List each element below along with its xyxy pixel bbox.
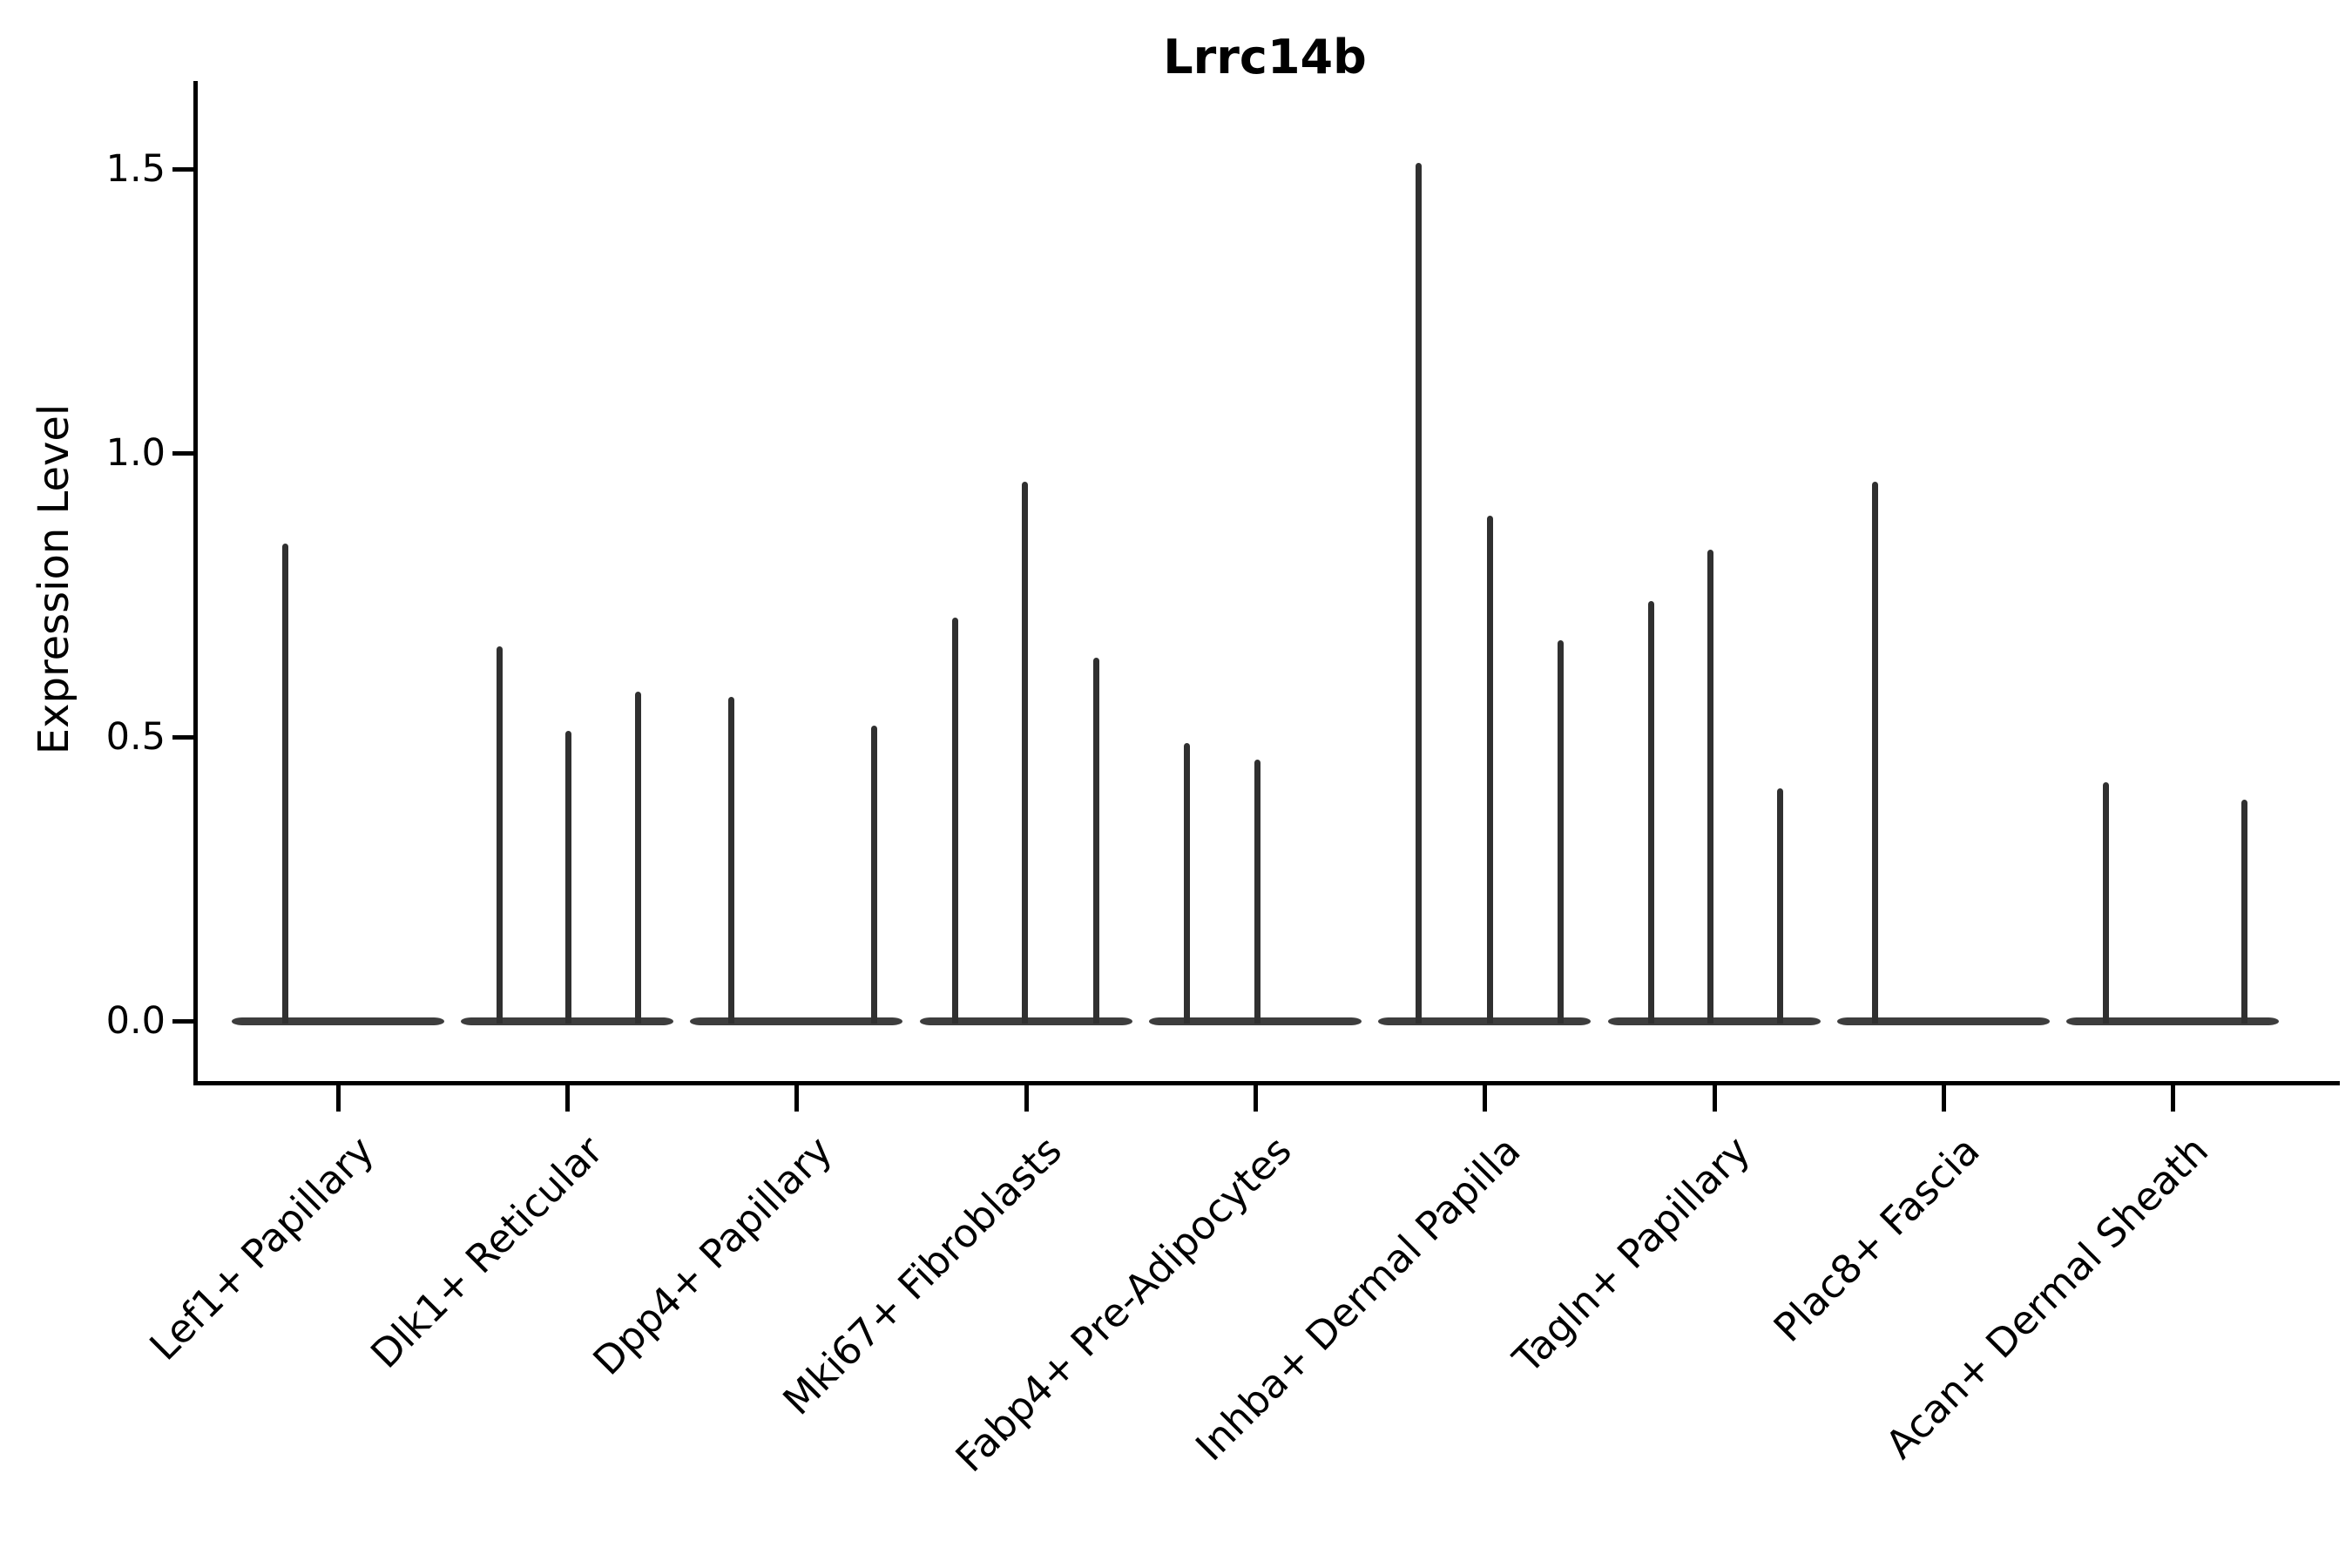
violin-spike (281, 544, 288, 1024)
violin-spike (1486, 515, 1493, 1024)
x-tick-mark (1253, 1085, 1258, 1112)
y-tick-mark (172, 166, 193, 172)
x-tick-label: Dlk1+ Reticular (362, 1127, 612, 1377)
y-tick-label: 1.0 (105, 431, 166, 475)
violin-spike (1647, 600, 1654, 1024)
x-tick-mark (1712, 1085, 1717, 1112)
x-axis-spine (193, 1081, 2340, 1085)
violin-spike (2240, 799, 2247, 1024)
x-tick-mark (335, 1085, 341, 1112)
violin-spike (564, 731, 571, 1024)
chart-title: Lrrc14b (1163, 30, 1367, 84)
violin-spike (1415, 163, 1422, 1024)
x-tick-label: Plac8+ Fascia (1764, 1127, 1989, 1351)
x-tick-mark (2170, 1085, 2175, 1112)
violin-baseline (1837, 1017, 2050, 1025)
violin-spike (1871, 481, 1878, 1024)
violin-baseline (690, 1017, 902, 1025)
y-tick-mark (172, 450, 193, 456)
violin-spike (1092, 657, 1099, 1024)
y-tick-label: 1.5 (105, 147, 166, 191)
violin-baseline (1378, 1017, 1591, 1025)
violin-spike (2102, 782, 2109, 1024)
violin-spike (1021, 481, 1028, 1024)
violin-spike (870, 725, 877, 1024)
x-tick-mark (794, 1085, 799, 1112)
violin-spike (1776, 787, 1783, 1024)
violin-baseline (1608, 1017, 1821, 1025)
y-axis-spine (193, 81, 198, 1085)
y-tick-mark (172, 734, 193, 740)
x-tick-label: Lef1+ Papillary (140, 1127, 383, 1369)
x-tick-label: Tagln+ Papillary (1504, 1127, 1760, 1382)
x-tick-mark (1024, 1085, 1029, 1112)
violin-spike (496, 645, 503, 1024)
violin-spike (951, 618, 958, 1024)
violin-spike (1557, 640, 1564, 1024)
x-tick-mark (1482, 1085, 1487, 1112)
y-tick-label: 0.0 (105, 999, 166, 1043)
violin-spike (1707, 549, 1713, 1024)
violin-spike (1254, 760, 1260, 1024)
x-tick-label: Dpp4+ Papillary (584, 1127, 841, 1384)
x-tick-mark (564, 1085, 570, 1112)
violin-baseline (232, 1017, 444, 1025)
violin-spike (1183, 742, 1190, 1024)
violin-spike (634, 691, 641, 1024)
violin-spike (727, 697, 734, 1024)
y-tick-mark (172, 1018, 193, 1024)
violin-baseline (2066, 1017, 2279, 1025)
x-tick-mark (1941, 1085, 1946, 1112)
y-tick-label: 0.5 (105, 715, 166, 759)
